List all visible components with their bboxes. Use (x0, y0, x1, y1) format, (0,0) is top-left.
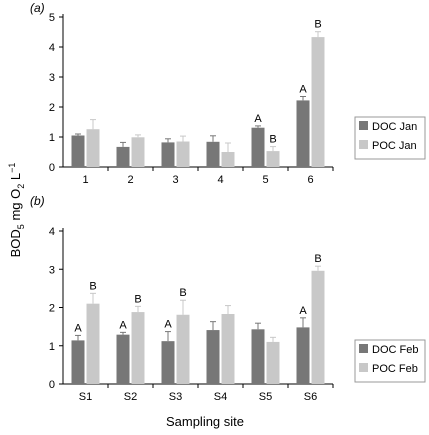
significance-letter: B (314, 253, 321, 265)
doc-bar (71, 340, 85, 384)
x-tick-label: S6 (304, 391, 317, 403)
poc-bar (311, 270, 325, 384)
x-tick-label: 6 (307, 174, 313, 186)
doc-bar (251, 329, 265, 384)
x-tick-label: 4 (217, 174, 223, 186)
panel-label: (b) (30, 194, 45, 208)
y-tick-label: 4 (49, 226, 55, 238)
poc-bar (131, 312, 145, 384)
x-tick-label: S3 (169, 391, 182, 403)
legend-swatch (359, 344, 368, 353)
poc-bar (266, 151, 280, 167)
significance-letter: A (299, 84, 307, 96)
legend-label: POC Jan (372, 140, 417, 152)
poc-bar (311, 37, 325, 167)
doc-bar (71, 135, 85, 167)
legend: DOC Feb POC Feb (354, 339, 426, 383)
significance-letter: A (74, 322, 82, 334)
doc-bar (206, 330, 220, 384)
x-tick-label: S4 (214, 391, 227, 403)
x-tick-label: 3 (172, 174, 178, 186)
x-tick-label: 2 (127, 174, 133, 186)
panel-b: (b) 0 1 2 3 4 S1 A B S2 A B S3 A B S4 S5 S6 A B DOC Feb POC F… (30, 194, 426, 403)
doc-bar (161, 142, 175, 167)
poc-bar (176, 141, 190, 167)
significance-letter: B (179, 287, 186, 299)
significance-letter: B (89, 280, 96, 292)
legend-swatch (359, 140, 368, 149)
poc-bar (176, 314, 190, 384)
y-tick-label: 3 (49, 264, 55, 276)
y-tick-label: 1 (49, 132, 55, 144)
doc-bar (206, 141, 220, 167)
y-axis-title: BOD5 mg O2 L−1 (7, 163, 26, 258)
y-tick-label: 2 (49, 102, 55, 114)
x-tick-label: 1 (82, 174, 88, 186)
legend-swatch (359, 121, 368, 130)
legend-label: DOC Jan (372, 121, 417, 133)
legend: DOC Jan POC Jan (354, 116, 426, 160)
doc-bar (116, 146, 130, 167)
significance-letter: B (269, 134, 276, 146)
poc-bar (131, 137, 145, 167)
poc-bar (86, 303, 100, 384)
doc-bar (296, 100, 310, 167)
x-axis-title: Sampling site (166, 414, 244, 429)
significance-letter: A (164, 319, 172, 331)
significance-letter: B (314, 19, 321, 31)
doc-bar (296, 327, 310, 384)
y-tick-label: 4 (49, 42, 55, 54)
y-tick-label: 3 (49, 72, 55, 84)
legend-label: POC Feb (372, 363, 418, 375)
x-tick-label: S2 (124, 391, 137, 403)
significance-letter: B (134, 293, 141, 305)
x-tick-label: S1 (79, 391, 92, 403)
poc-bar (86, 129, 100, 167)
doc-bar (161, 341, 175, 384)
x-tick-label: 5 (262, 174, 268, 186)
poc-bar (221, 314, 235, 384)
y-tick-label: 5 (49, 12, 55, 24)
doc-bar (116, 334, 130, 384)
x-tick-label: S5 (259, 391, 272, 403)
legend-swatch (359, 363, 368, 372)
significance-letter: A (254, 113, 262, 125)
panel-label: (a) (30, 1, 45, 15)
y-tick-label: 0 (49, 379, 55, 391)
legend-label: DOC Feb (372, 344, 418, 356)
y-tick-label: 2 (49, 303, 55, 315)
significance-letter: A (119, 319, 127, 331)
poc-bar (221, 152, 235, 167)
doc-bar (251, 127, 265, 167)
poc-bar (266, 341, 280, 384)
y-tick-label: 0 (49, 162, 55, 174)
significance-letter: A (299, 305, 307, 317)
y-tick-label: 1 (49, 341, 55, 353)
